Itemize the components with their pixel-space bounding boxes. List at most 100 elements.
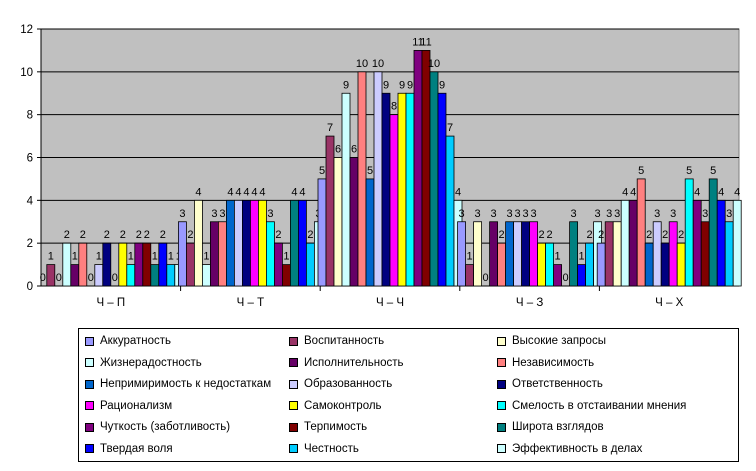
bar <box>429 71 439 287</box>
bar <box>489 221 499 287</box>
bar <box>389 114 399 287</box>
legend-label: Жизнерадостность <box>100 356 202 369</box>
bar <box>273 242 283 287</box>
bar <box>545 242 554 287</box>
bar <box>325 135 335 287</box>
legend-item: Эффективность в делах <box>497 441 642 457</box>
data-label: 3 <box>507 208 513 220</box>
bar <box>628 199 638 287</box>
data-label: 2 <box>136 229 142 241</box>
data-label: 3 <box>670 208 676 220</box>
legend-label: Честность <box>304 442 359 455</box>
legend-label: Непримиримость к недостаткам <box>100 378 272 390</box>
legend-item: Непримиримость к недостаткам <box>85 376 271 392</box>
bar <box>305 242 315 287</box>
data-label: 9 <box>407 79 413 91</box>
bar <box>465 264 475 287</box>
bar <box>373 71 383 287</box>
data-label: 1 <box>555 251 561 263</box>
data-label: 10 <box>372 58 384 70</box>
data-label: 5 <box>638 165 644 177</box>
data-label: 2 <box>144 229 150 241</box>
legend-item: Аккуратность <box>85 333 171 349</box>
legend-label: Смелость в отстаивании мнения <box>512 399 687 412</box>
legend-label: Терпимость <box>304 421 368 433</box>
data-label: 2 <box>547 229 553 241</box>
bar <box>257 199 267 287</box>
legend-label: Аккуратность <box>100 335 172 347</box>
data-label: 3 <box>475 208 481 220</box>
data-label: 2 <box>678 229 684 241</box>
data-label: 3 <box>491 208 497 220</box>
legend-swatch <box>289 401 298 410</box>
data-label: 0 <box>112 272 118 284</box>
bar <box>405 92 415 287</box>
data-label: 9 <box>343 79 349 91</box>
legend-label: Образованность <box>304 378 393 390</box>
bar <box>636 178 646 287</box>
bar <box>333 157 343 287</box>
y-tick-label: 0 <box>27 281 33 293</box>
bar <box>225 199 235 287</box>
bar <box>596 242 606 287</box>
bar <box>397 92 407 287</box>
data-label: 3 <box>595 208 601 220</box>
data-label: 0 <box>483 272 489 284</box>
legend-item: Широта взглядов <box>497 419 604 435</box>
data-label: 8 <box>391 101 397 113</box>
data-label: 5 <box>686 165 692 177</box>
legend-item: Жизнерадостность <box>85 355 202 371</box>
data-label: 3 <box>531 208 537 220</box>
data-label: 9 <box>383 79 389 91</box>
bar <box>126 264 136 287</box>
data-label: 2 <box>539 229 545 241</box>
bar <box>209 221 219 287</box>
data-label: 0 <box>563 272 569 284</box>
legend-item: Образованность <box>289 376 392 392</box>
bar <box>217 221 227 287</box>
bar <box>445 135 455 287</box>
bar <box>297 199 307 287</box>
data-label: 2 <box>120 229 126 241</box>
bar <box>381 92 391 287</box>
bar <box>150 264 160 287</box>
data-label: 3 <box>654 208 660 220</box>
bar <box>142 242 152 287</box>
legend-label: Воспитанность <box>304 335 385 347</box>
bar <box>421 50 431 287</box>
data-label: 7 <box>327 122 333 134</box>
data-label: 3 <box>211 208 217 220</box>
y-tick-label: 10 <box>20 67 33 79</box>
legend-label: Независимость <box>512 356 595 369</box>
data-label: 1 <box>168 251 174 263</box>
data-label: 4 <box>195 186 201 198</box>
bar <box>365 178 375 287</box>
bar <box>341 92 351 287</box>
legend-swatch <box>289 358 298 367</box>
legend-swatch <box>289 379 298 389</box>
bar <box>473 221 483 287</box>
x-tick-label: Ч – Х <box>655 297 683 309</box>
data-label: 4 <box>694 186 700 198</box>
legend-item: Смелость в отстаивании мнения <box>497 398 686 414</box>
data-label: 1 <box>203 251 209 263</box>
data-label: 1 <box>579 251 585 263</box>
legend-swatch <box>85 358 94 367</box>
legend-item: Терпимость <box>289 419 367 435</box>
legend-label: Высокие запросы <box>512 335 606 347</box>
data-label: 11 <box>420 36 431 48</box>
data-label: 2 <box>64 229 70 241</box>
data-label: 3 <box>459 208 465 220</box>
legend-swatch <box>289 422 298 432</box>
legend-swatch <box>85 444 94 453</box>
legend-swatch <box>289 336 298 346</box>
legend-item: Чуткость (заботливость) <box>85 419 230 435</box>
bar <box>46 264 56 287</box>
data-label: 4 <box>235 186 241 198</box>
legend-swatch <box>497 422 506 432</box>
y-tick-label: 8 <box>27 110 33 122</box>
bar <box>569 221 578 287</box>
data-label: 4 <box>251 186 257 198</box>
bar <box>505 221 515 287</box>
data-label: 1 <box>48 251 54 263</box>
